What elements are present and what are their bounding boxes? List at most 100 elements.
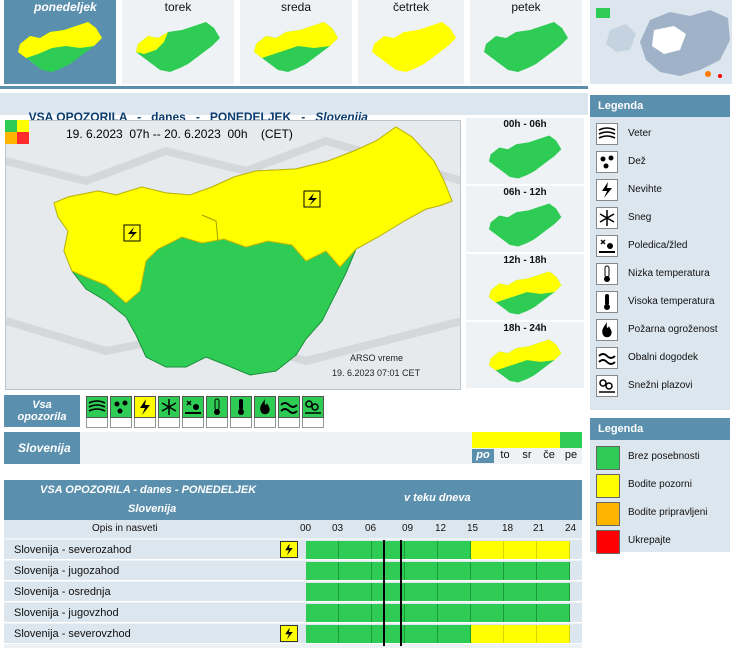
day-label-to[interactable]: to	[500, 449, 510, 461]
legend-level-yellow: Bodite pozorni	[590, 472, 730, 500]
timeline-cell	[405, 562, 438, 580]
level-swatch-green	[596, 446, 620, 470]
table-row[interactable]: Slovenija - osrednja	[4, 582, 582, 602]
period-map-12-18[interactable]: 12h - 18h	[466, 254, 584, 320]
filter-low-temp-icon[interactable]	[206, 396, 228, 418]
filter-cell	[278, 418, 300, 428]
filter-cell	[158, 418, 180, 428]
all-warnings-button[interactable]: Vsa opozorila	[4, 395, 80, 427]
table-row[interactable]: Slovenija - jugozahod	[4, 561, 582, 581]
page-title: VSA OPOZORILA - danes - PONEDELJEK - Slo…	[0, 93, 588, 124]
filter-cell	[134, 418, 156, 428]
hour-tick: 21	[533, 523, 545, 534]
day-level-ce[interactable]	[538, 432, 560, 448]
table-row[interactable]: Slovenija - jugovzhod	[4, 603, 582, 623]
filter-avalanche-icon[interactable]	[302, 396, 324, 418]
title-separator: -	[137, 110, 142, 124]
thunderstorm-icon[interactable]	[280, 541, 298, 558]
filter-cell	[302, 418, 324, 428]
period-map-00-06[interactable]: 00h - 06h	[466, 118, 584, 184]
ice-icon	[596, 235, 618, 257]
day-tab-petek[interactable]: petek	[470, 0, 582, 84]
timeline-cell	[339, 541, 372, 559]
day-level-po[interactable]	[472, 432, 494, 448]
period-map-18-24[interactable]: 18h - 24h	[466, 322, 584, 388]
timeline-cell	[438, 625, 471, 643]
filter-wind-icon[interactable]	[86, 396, 108, 418]
main-warning-map[interactable]: 19. 6.2023 07h -- 20. 6.2023 00h (CET) A…	[5, 120, 461, 390]
filter-fire-icon[interactable]	[254, 396, 276, 418]
legend-label: Sneg	[628, 212, 652, 223]
wind-icon	[596, 123, 618, 145]
timeline-cell	[504, 604, 537, 622]
timeline-cell	[372, 541, 405, 559]
filter-snow-icon[interactable]	[158, 396, 180, 418]
day-label-pe[interactable]: pe	[564, 449, 578, 461]
timeline-cell	[471, 583, 504, 601]
timeline-cell	[537, 604, 570, 622]
timeline-cell	[339, 562, 372, 580]
legend-level-red: Ukrepajte	[590, 528, 730, 556]
day-level-pe[interactable]	[560, 432, 582, 448]
region-name: Slovenija - jugozahod	[14, 565, 120, 577]
table-row[interactable]: Slovenija - severozahod	[4, 540, 582, 560]
period-map-06-12[interactable]: 06h - 12h	[466, 186, 584, 252]
legend-label: Veter	[628, 128, 652, 139]
current-time-marker	[399, 540, 402, 646]
fire-icon	[596, 319, 618, 341]
filter-coastal-icon[interactable]	[278, 396, 300, 418]
hour-tick: 00	[300, 523, 312, 534]
slovenia-mini-map	[136, 22, 220, 72]
date-to: 20. 6.2023 00h	[164, 127, 248, 141]
all-warnings-label-2: opozorila	[17, 411, 67, 423]
europe-overview-map[interactable]	[590, 0, 732, 84]
timeline-cell	[438, 583, 471, 601]
legend-label: Bodite pozorni	[628, 479, 692, 490]
legend-item-fire: Požarna ogroženost	[590, 317, 730, 345]
filter-cell	[110, 418, 132, 428]
table-title: VSA OPOZORILA - danes - PONEDELJEK	[40, 484, 257, 496]
filter-thunderstorm-icon[interactable]	[134, 396, 156, 418]
legend-label: Brez posebnosti	[628, 451, 700, 462]
slovenia-mini-map	[488, 271, 562, 315]
timeline-cell	[372, 604, 405, 622]
legend-item-high-temp: Visoka temperatura	[590, 289, 730, 317]
day-label-sr[interactable]: sr	[522, 449, 532, 461]
day-level-sr[interactable]	[516, 432, 538, 448]
thunderstorm-icon[interactable]	[280, 625, 298, 642]
timeline-cell	[537, 583, 570, 601]
day-tab-cetrtek[interactable]: četrtek	[358, 0, 464, 84]
filter-rain-icon[interactable]	[110, 396, 132, 418]
filter-ice-icon[interactable]	[182, 396, 204, 418]
date-from: 19. 6.2023 07h	[66, 127, 150, 141]
level-mini-legend	[5, 120, 29, 144]
snow-icon	[596, 207, 618, 229]
hour-tick: 09	[402, 523, 414, 534]
timeline-cell	[438, 541, 471, 559]
region-name: Slovenija - osrednja	[14, 586, 111, 598]
timeline-cell	[306, 562, 339, 580]
day-tab-ponedeljek[interactable]: ponedeljek	[4, 0, 116, 84]
timeline-cell	[504, 625, 537, 643]
date-range: 19. 6.2023 07h -- 20. 6.2023 00h (CET)	[66, 127, 293, 141]
day-label-ce[interactable]: če	[543, 449, 555, 461]
filter-high-temp-icon[interactable]	[230, 396, 252, 418]
timeline-cell	[438, 562, 471, 580]
legend-item-thunderstorm: Nevihte	[590, 177, 730, 205]
region-slovenija-button[interactable]: Slovenija	[4, 432, 80, 464]
slovenia-mini-map	[488, 203, 562, 247]
day-tab-torek[interactable]: torek	[122, 0, 234, 84]
table-row[interactable]: Slovenija - severovzhod	[4, 624, 582, 644]
legend-item-low-temp: Nizka temperatura	[590, 261, 730, 289]
legend-warning-levels: Legenda Brez posebnosti Bodite pozorni B…	[590, 418, 730, 554]
period-label: 12h - 18h	[503, 255, 547, 266]
hour-tick: 15	[467, 523, 479, 534]
day-tab-sreda[interactable]: sreda	[240, 0, 352, 84]
day-level-to[interactable]	[494, 432, 516, 448]
region-name: Slovenija - severovzhod	[14, 628, 131, 640]
rain-icon	[596, 151, 618, 173]
day-label-po[interactable]: po	[472, 449, 494, 463]
timeline-cell	[339, 625, 372, 643]
legend-label: Ukrepajte	[628, 535, 671, 546]
hour-tick: 18	[502, 523, 514, 534]
